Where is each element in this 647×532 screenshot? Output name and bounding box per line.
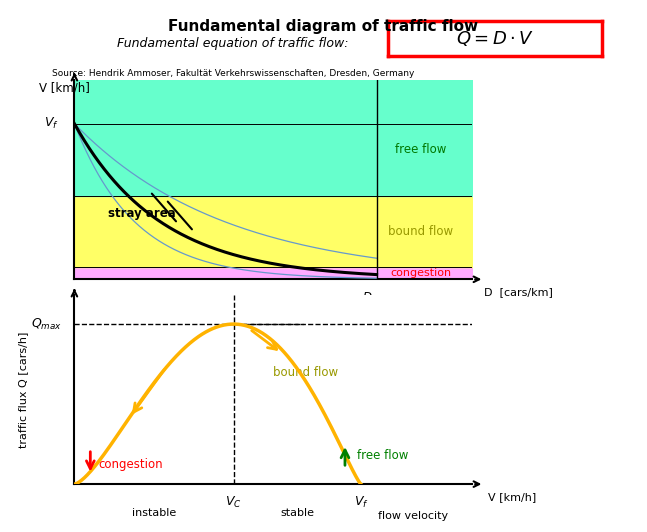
Text: $Q = D \cdot V$: $Q = D \cdot V$	[456, 29, 534, 48]
Text: stray area: stray area	[108, 207, 176, 220]
Text: Source: Hendrik Ammoser, Fakultät Verkehrswissenschaften, Dresden, Germany: Source: Hendrik Ammoser, Fakultät Verkeh…	[52, 69, 414, 78]
Text: $D_{max}$: $D_{max}$	[362, 292, 391, 306]
Text: $Q_{max}$: $Q_{max}$	[32, 317, 63, 331]
Text: free flow: free flow	[357, 449, 408, 462]
Text: bound flow: bound flow	[388, 225, 453, 238]
Text: Fundamental diagram of traffic flow: Fundamental diagram of traffic flow	[168, 19, 479, 34]
Text: Fundamental equation of traffic flow:: Fundamental equation of traffic flow:	[117, 37, 349, 50]
Text: traffic density: traffic density	[374, 303, 452, 313]
Text: $V_f$: $V_f$	[353, 495, 368, 510]
Text: flow velocity: flow velocity	[378, 511, 448, 520]
Text: V [km/h]: V [km/h]	[488, 492, 536, 502]
Text: $V_f$: $V_f$	[44, 116, 58, 131]
Text: congestion: congestion	[98, 459, 163, 471]
Text: $V_C$: $V_C$	[225, 495, 242, 510]
Text: D  [cars/km]: D [cars/km]	[484, 287, 553, 297]
Text: stable: stable	[280, 508, 314, 518]
Text: V [km/h]: V [km/h]	[39, 82, 89, 95]
Text: free flow: free flow	[395, 143, 446, 156]
Text: traffic flux Q [cars/h]: traffic flux Q [cars/h]	[17, 331, 28, 448]
Text: instable: instable	[132, 508, 176, 518]
Text: bound flow: bound flow	[273, 365, 338, 379]
Text: congestion: congestion	[390, 268, 451, 278]
